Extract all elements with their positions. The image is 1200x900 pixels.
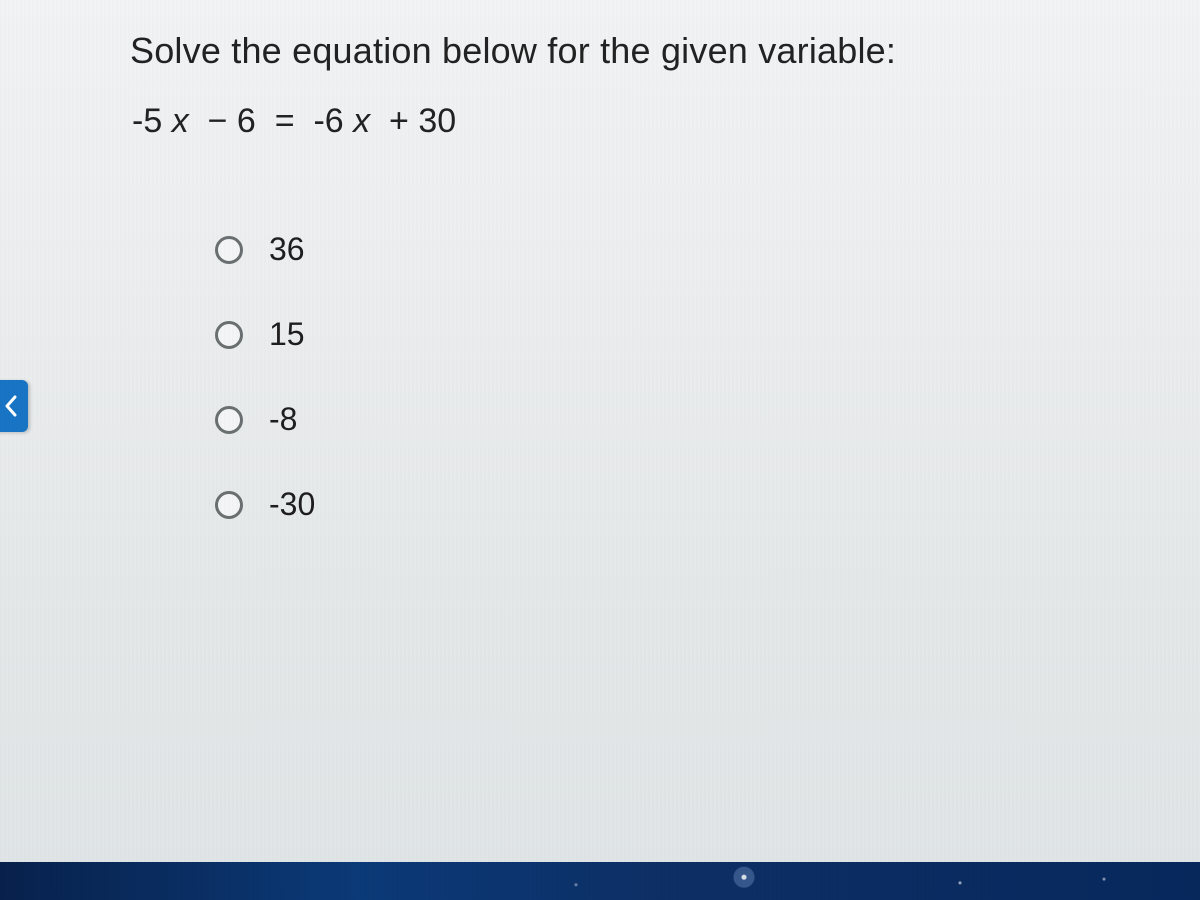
answer-option[interactable]: 36 xyxy=(215,231,1200,268)
equation-rhs-const: 30 xyxy=(418,102,456,140)
prev-question-button[interactable] xyxy=(0,380,28,432)
equation-var-x: x xyxy=(353,102,370,140)
equation-var-x: x xyxy=(172,102,189,140)
equation-lhs-const: 6 xyxy=(237,102,256,140)
answer-option-label: 36 xyxy=(269,231,329,268)
answer-option-label: -8 xyxy=(269,401,329,438)
answer-option[interactable]: 15 xyxy=(215,316,1200,353)
radio-icon xyxy=(215,321,243,349)
equation-lhs-coeff: -5 xyxy=(132,102,162,140)
chevron-left-icon xyxy=(4,395,18,417)
answer-options: 36 15 -8 -30 xyxy=(215,231,1200,523)
answer-option[interactable]: -30 xyxy=(215,486,1200,523)
answer-option[interactable]: -8 xyxy=(215,401,1200,438)
answer-option-label: -30 xyxy=(269,486,329,523)
taskbar xyxy=(0,862,1200,900)
radio-icon xyxy=(215,491,243,519)
question-prompt: Solve the equation below for the given v… xyxy=(130,30,1200,72)
radio-icon xyxy=(215,236,243,264)
question-equation: -5 x − 6 = -6 x + 30 xyxy=(132,102,1200,141)
equation-rhs-coeff: -6 xyxy=(313,102,343,140)
radio-icon xyxy=(215,406,243,434)
answer-option-label: 15 xyxy=(269,316,329,353)
quiz-page: Solve the equation below for the given v… xyxy=(0,0,1200,900)
